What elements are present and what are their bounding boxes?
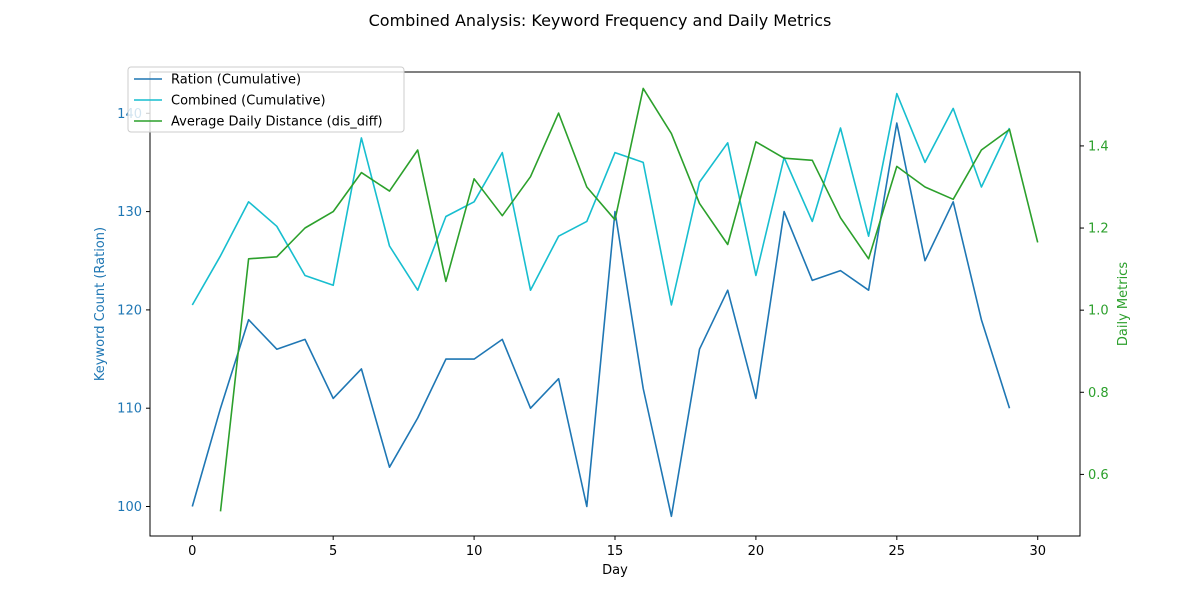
x-tick-label: 25 xyxy=(889,544,906,559)
series-line-0 xyxy=(191,122,1011,518)
series-line-1 xyxy=(191,92,1011,306)
y-right-tick-label: 1.2 xyxy=(1088,222,1109,237)
y-left-tick-label: 120 xyxy=(117,303,142,318)
x-tick-label: 5 xyxy=(329,544,337,559)
legend-label-2: Average Daily Distance (dis_diff) xyxy=(171,115,383,130)
y-left-tick-label: 130 xyxy=(117,205,142,220)
y-right-tick-label: 1.4 xyxy=(1088,139,1109,154)
x-axis: 0 5 10 15 20 25 30 xyxy=(188,536,1046,559)
y-axis-left-title: Keyword Count (Ration) xyxy=(93,227,108,381)
y-axis-right-title: Daily Metrics xyxy=(1116,262,1131,346)
y-left-tick-label: 110 xyxy=(117,402,142,417)
y-right-tick-label: 0.6 xyxy=(1088,468,1109,483)
legend: Ration (Cumulative) Combined (Cumulative)… xyxy=(127,66,405,133)
legend-label-1: Combined (Cumulative) xyxy=(171,94,326,109)
legend-box xyxy=(127,66,405,133)
x-tick-label: 15 xyxy=(607,544,624,559)
y-left-tick-label: 100 xyxy=(117,500,142,515)
x-tick-label: 0 xyxy=(188,544,196,559)
plot-lines xyxy=(191,87,1039,518)
x-axis-title: Day xyxy=(602,563,628,578)
chart-title: Combined Analysis: Keyword Frequency and… xyxy=(369,11,832,30)
y-right-tick-label: 1.0 xyxy=(1088,304,1109,319)
x-tick-label: 30 xyxy=(1029,544,1046,559)
y-axis-right: 0.6 0.8 1.0 1.2 1.4 xyxy=(1080,139,1109,483)
y-right-tick-label: 0.8 xyxy=(1088,386,1109,401)
legend-label-0: Ration (Cumulative) xyxy=(171,73,301,88)
series-line-2 xyxy=(219,87,1039,512)
x-tick-label: 10 xyxy=(466,544,483,559)
x-tick-label: 20 xyxy=(748,544,765,559)
